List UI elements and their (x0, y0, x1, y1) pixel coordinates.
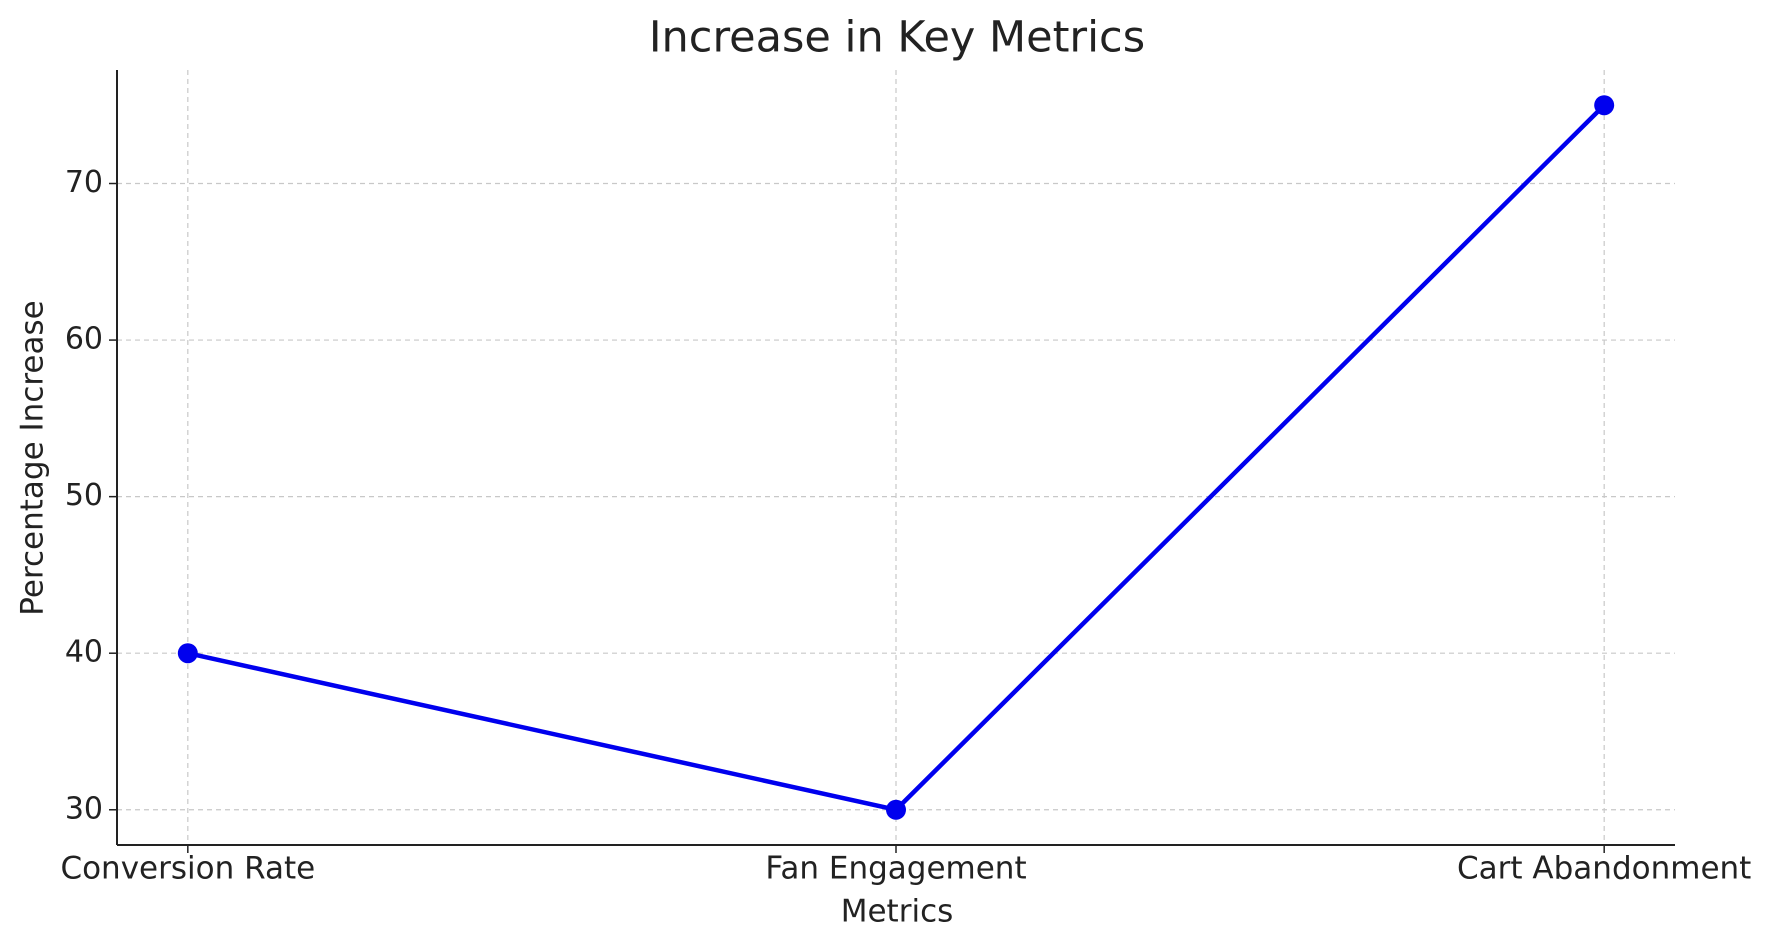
y-tick-label: 60 (65, 322, 103, 357)
y-tick-label: 70 (65, 165, 103, 200)
x-axis-label: Metrics (841, 894, 954, 930)
data-point (1594, 95, 1615, 116)
y-axis-label: Percentage Increase (15, 300, 51, 615)
x-tick-label: Fan Engagement (765, 851, 1026, 887)
data-point (177, 643, 198, 664)
x-tick-label: Cart Abandonment (1457, 851, 1751, 887)
y-tick-label: 30 (65, 791, 103, 826)
y-tick-label: 40 (65, 635, 103, 670)
x-tick-label: Conversion Rate (60, 851, 315, 887)
y-tick-label: 50 (65, 478, 103, 513)
chart-title: Increase in Key Metrics (649, 13, 1145, 63)
data-point (886, 799, 906, 820)
